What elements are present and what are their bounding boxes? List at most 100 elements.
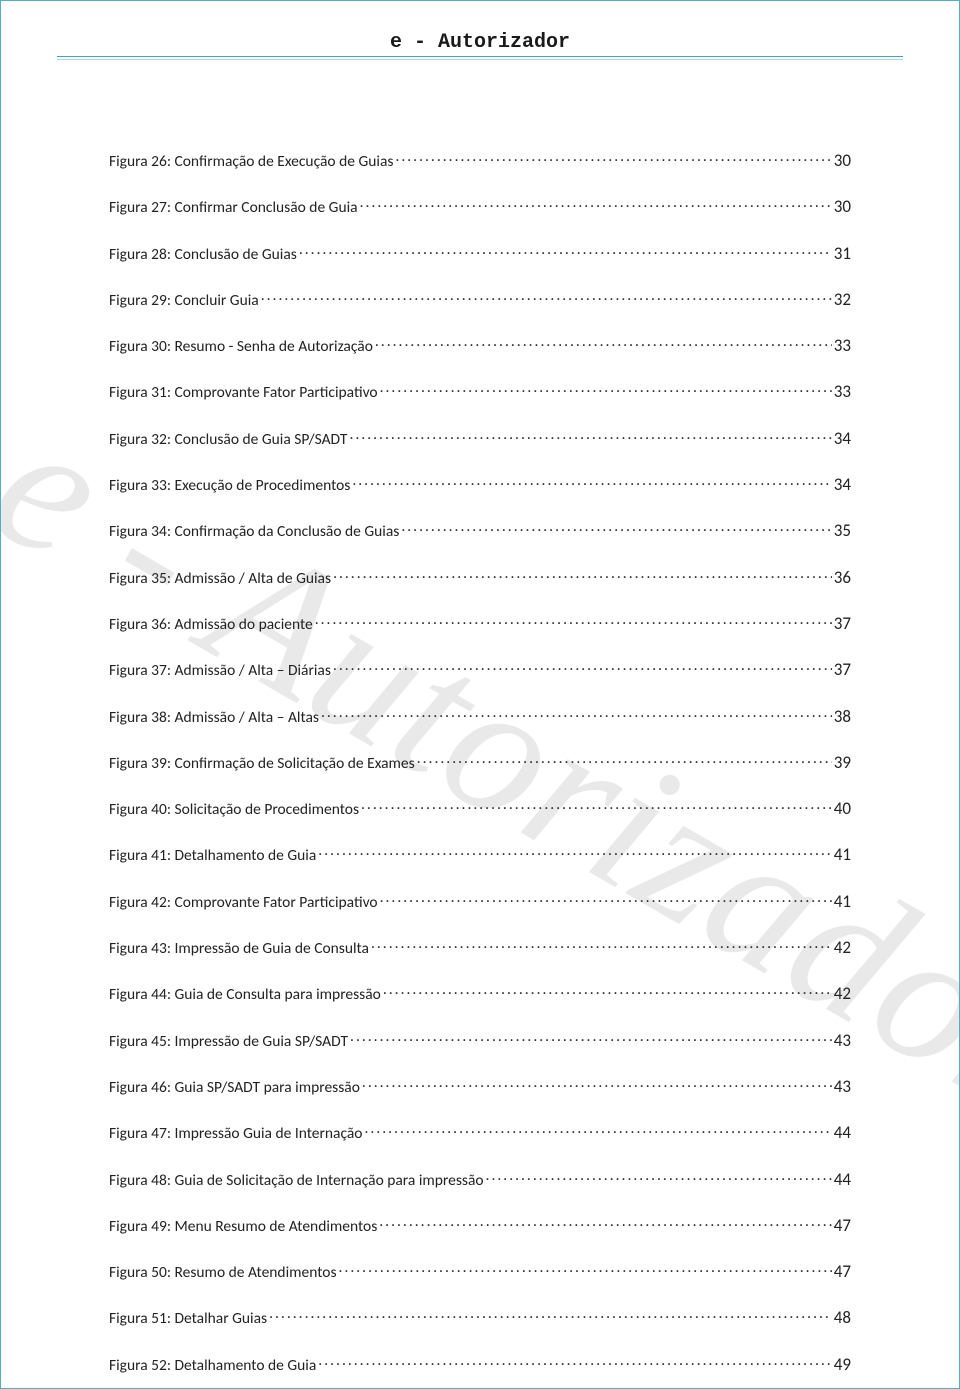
toc-row: Figura 28: Conclusão de Guias 31	[109, 243, 851, 264]
toc-row: Figura 51: Detalhar Guias 48	[109, 1307, 851, 1328]
toc-entry-page: 40	[834, 798, 851, 819]
toc-entry-page: 36	[834, 567, 851, 588]
toc-entry-page: 43	[834, 1030, 851, 1051]
toc-leader-dots	[380, 382, 832, 398]
toc-leader-dots	[361, 799, 832, 815]
toc-entry-label: Figura 33: Execução de Procedimentos	[109, 476, 350, 495]
toc-leader-dots	[364, 1123, 831, 1139]
toc-entry-label: Figura 42: Comprovante Fator Participati…	[109, 893, 378, 912]
toc-entry-label: Figura 35: Admissão / Alta de Guias	[109, 569, 331, 588]
toc-entry-page: 42	[834, 937, 851, 958]
toc-leader-dots	[321, 706, 832, 722]
toc-entry-label: Figura 36: Admissão do paciente	[109, 615, 313, 634]
toc-entry-label: Figura 49: Menu Resumo de Atendimentos	[109, 1217, 377, 1236]
toc-leader-dots	[299, 243, 832, 259]
toc-entry-page: 34	[834, 428, 851, 449]
content-area: Figura 26: Confirmação de Execução de Gu…	[1, 150, 959, 1375]
toc-row: Figura 49: Menu Resumo de Atendimentos 47	[109, 1215, 851, 1236]
toc-row: Figura 36: Admissão do paciente 37	[109, 613, 851, 634]
toc-leader-dots	[318, 1354, 831, 1370]
toc-entry-page: 30	[834, 196, 851, 217]
toc-entry-page: 48	[834, 1307, 851, 1328]
toc-entry-label: Figura 32: Conclusão de Guia SP/SADT	[109, 430, 347, 449]
toc-entry-page: 32	[834, 289, 851, 310]
toc-entry-label: Figura 27: Confirmar Conclusão de Guia	[109, 198, 358, 217]
toc-entry-label: Figura 51: Detalhar Guias	[109, 1309, 267, 1328]
toc-entry-label: Figura 47: Impressão Guia de Internação	[109, 1124, 362, 1143]
toc-entry-label: Figura 40: Solicitação de Procedimentos	[109, 800, 359, 819]
toc-leader-dots	[261, 289, 832, 305]
toc-row: Figura 39: Confirmação de Solicitação de…	[109, 752, 851, 773]
toc-row: Figura 40: Solicitação de Procedimentos 4…	[109, 798, 851, 819]
toc-row: Figura 48: Guia de Solicitação de Intern…	[109, 1169, 851, 1190]
toc-entry-page: 49	[834, 1354, 851, 1375]
toc-row: Figura 47: Impressão Guia de Internação 4…	[109, 1122, 851, 1143]
toc-entry-page: 31	[834, 243, 851, 264]
toc-entry-page: 41	[834, 891, 851, 912]
toc-entry-page: 41	[834, 844, 851, 865]
toc-leader-dots	[349, 428, 831, 444]
toc-leader-dots	[380, 891, 832, 907]
toc-row: Figura 31: Comprovante Fator Participati…	[109, 381, 851, 402]
toc-entry-page: 35	[834, 520, 851, 541]
toc-leader-dots	[401, 521, 831, 537]
toc-entry-page: 44	[834, 1169, 851, 1190]
toc-entry-label: Figura 43: Impressão de Guia de Consulta	[109, 939, 369, 958]
toc-entry-label: Figura 34: Confirmação da Conclusão de G…	[109, 522, 399, 541]
toc-row: Figura 27: Confirmar Conclusão de Guia 30	[109, 196, 851, 217]
toc-leader-dots	[333, 567, 832, 583]
page-header-title: e - Autorizador	[1, 31, 959, 54]
toc-leader-dots	[486, 1169, 832, 1185]
toc-row: Figura 45: Impressão de Guia SP/SADT 43	[109, 1030, 851, 1051]
toc-row: Figura 26: Confirmação de Execução de Gu…	[109, 150, 851, 171]
toc-leader-dots	[360, 197, 832, 213]
toc-row: Figura 30: Resumo - Senha de Autorização…	[109, 335, 851, 356]
toc-entry-label: Figura 26: Confirmação de Execução de Gu…	[109, 152, 393, 171]
toc-entry-label: Figura 30: Resumo - Senha de Autorização	[109, 337, 373, 356]
toc-entry-label: Figura 38: Admissão / Alta – Altas	[109, 708, 319, 727]
toc-row: Figura 34: Confirmação da Conclusão de G…	[109, 520, 851, 541]
toc-leader-dots	[333, 660, 832, 676]
toc-leader-dots	[371, 938, 832, 954]
toc-entry-page: 37	[834, 613, 851, 634]
table-of-figures: Figura 26: Confirmação de Execução de Gu…	[109, 150, 851, 1375]
toc-row: Figura 44: Guia de Consulta para impress…	[109, 983, 851, 1004]
toc-leader-dots	[395, 151, 831, 167]
toc-leader-dots	[417, 752, 832, 768]
toc-entry-label: Figura 52: Detalhamento de Guia	[109, 1356, 316, 1375]
toc-leader-dots	[362, 1076, 832, 1092]
toc-leader-dots	[352, 475, 831, 491]
toc-entry-page: 37	[834, 659, 851, 680]
toc-entry-page: 33	[834, 381, 851, 402]
toc-entry-page: 38	[834, 706, 851, 727]
toc-entry-page: 42	[834, 983, 851, 1004]
toc-row: Figura 33: Execução de Procedimentos34	[109, 474, 851, 495]
toc-entry-page: 39	[834, 752, 851, 773]
toc-entry-label: Figura 28: Conclusão de Guias	[109, 245, 297, 264]
toc-leader-dots	[318, 845, 831, 861]
page: e - Autorizador e - Autorizador Figura 2…	[0, 0, 960, 1389]
toc-row: Figura 42: Comprovante Fator Participati…	[109, 891, 851, 912]
toc-entry-page: 44	[834, 1122, 851, 1143]
toc-entry-label: Figura 39: Confirmação de Solicitação de…	[109, 754, 415, 773]
toc-entry-label: Figura 46: Guia SP/SADT para impressão	[109, 1078, 360, 1097]
toc-entry-label: Figura 50: Resumo de Atendimentos	[109, 1263, 337, 1282]
toc-leader-dots	[379, 1215, 832, 1231]
toc-row: Figura 46: Guia SP/SADT para impressão 43	[109, 1076, 851, 1097]
toc-entry-page: 43	[834, 1076, 851, 1097]
toc-entry-label: Figura 48: Guia de Solicitação de Intern…	[109, 1171, 484, 1190]
toc-leader-dots	[269, 1308, 832, 1324]
toc-entry-label: Figura 45: Impressão de Guia SP/SADT	[109, 1032, 348, 1051]
toc-entry-page: 47	[834, 1261, 851, 1282]
toc-entry-page: 30	[834, 150, 851, 171]
toc-row: Figura 35: Admissão / Alta de Guias 36	[109, 567, 851, 588]
toc-row: Figura 38: Admissão / Alta – Altas 38	[109, 706, 851, 727]
toc-row: Figura 29: Concluir Guia32	[109, 289, 851, 310]
toc-entry-label: Figura 41: Detalhamento de Guia	[109, 846, 316, 865]
toc-row: Figura 37: Admissão / Alta – Diárias 37	[109, 659, 851, 680]
toc-row: Figura 43: Impressão de Guia de Consulta…	[109, 937, 851, 958]
toc-entry-label: Figura 37: Admissão / Alta – Diárias	[109, 661, 331, 680]
toc-entry-page: 47	[834, 1215, 851, 1236]
toc-row: Figura 41: Detalhamento de Guia 41	[109, 844, 851, 865]
toc-entry-page: 33	[834, 335, 851, 356]
